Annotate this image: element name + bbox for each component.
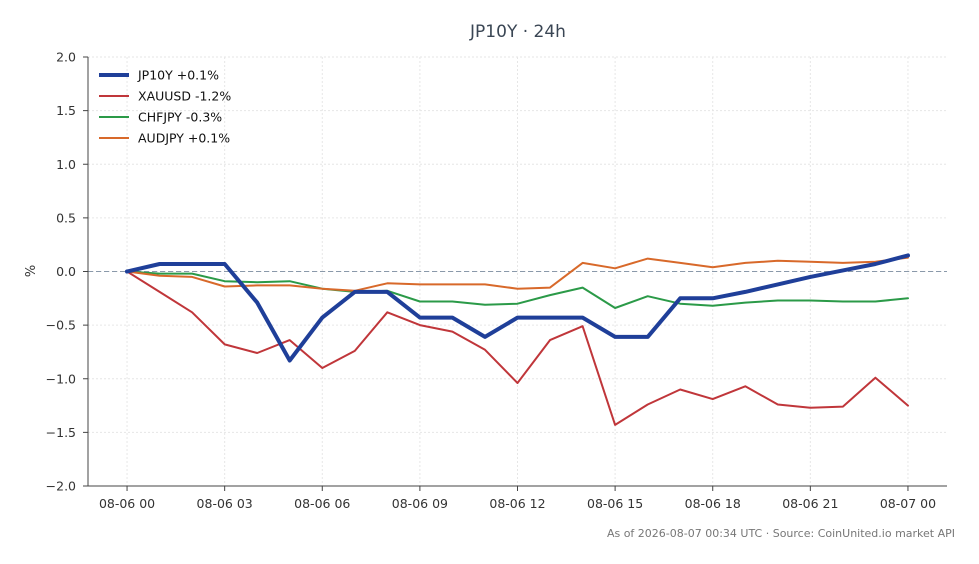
series-line-1 — [126, 270, 909, 426]
series-line-3 — [126, 256, 909, 292]
y-tick-label: 1.5 — [56, 103, 76, 118]
y-tick-label: 2.0 — [56, 50, 76, 65]
legend-entry: AUDJPY +0.1% — [138, 131, 230, 146]
x-tick-label: 08-06 21 — [782, 496, 838, 511]
footer-source: As of 2026-08-07 00:34 UTC · Source: Coi… — [607, 527, 955, 540]
y-tick-label: 0.0 — [56, 264, 76, 279]
series-line-2 — [126, 270, 909, 309]
y-ticks: 2.0 1.5 1.0 0.5 0.0 −0.5 −1.0 −1.5 −2.0 — [46, 50, 88, 494]
x-tick-label: 08-06 09 — [392, 496, 448, 511]
y-tick-label: −1.5 — [46, 425, 76, 440]
legend: JP10Y +0.1% XAUUSD -1.2% CHFJPY -0.3% AUDJP… — [99, 68, 231, 146]
x-tick-label: 08-06 15 — [587, 496, 643, 511]
series-line-0 — [125, 253, 910, 363]
x-tick-label: 08-06 18 — [685, 496, 741, 511]
x-tick-label: 08-07 00 — [880, 496, 936, 511]
y-tick-label: −0.5 — [46, 318, 76, 333]
x-tick-label: 08-06 03 — [197, 496, 253, 511]
y-tick-label: 0.5 — [56, 210, 76, 225]
y-tick-label: −2.0 — [46, 479, 76, 494]
x-tick-label: 08-06 12 — [489, 496, 545, 511]
y-tick-label: −1.0 — [46, 371, 76, 386]
series-group — [125, 253, 910, 426]
legend-entry: JP10Y +0.1% — [137, 68, 219, 83]
legend-entry: CHFJPY -0.3% — [138, 110, 222, 125]
chart-title: JP10Y · 24h — [469, 22, 566, 42]
y-axis-label: % — [24, 265, 39, 277]
x-tick-label: 08-06 00 — [99, 496, 155, 511]
legend-entry: XAUUSD -1.2% — [138, 89, 231, 104]
x-ticks: 08-06 00 08-06 03 08-06 06 08-06 09 08-06 12… — [99, 486, 936, 511]
x-tick-label: 08-06 06 — [294, 496, 350, 511]
grid — [88, 56, 947, 487]
y-tick-label: 1.0 — [56, 157, 76, 172]
